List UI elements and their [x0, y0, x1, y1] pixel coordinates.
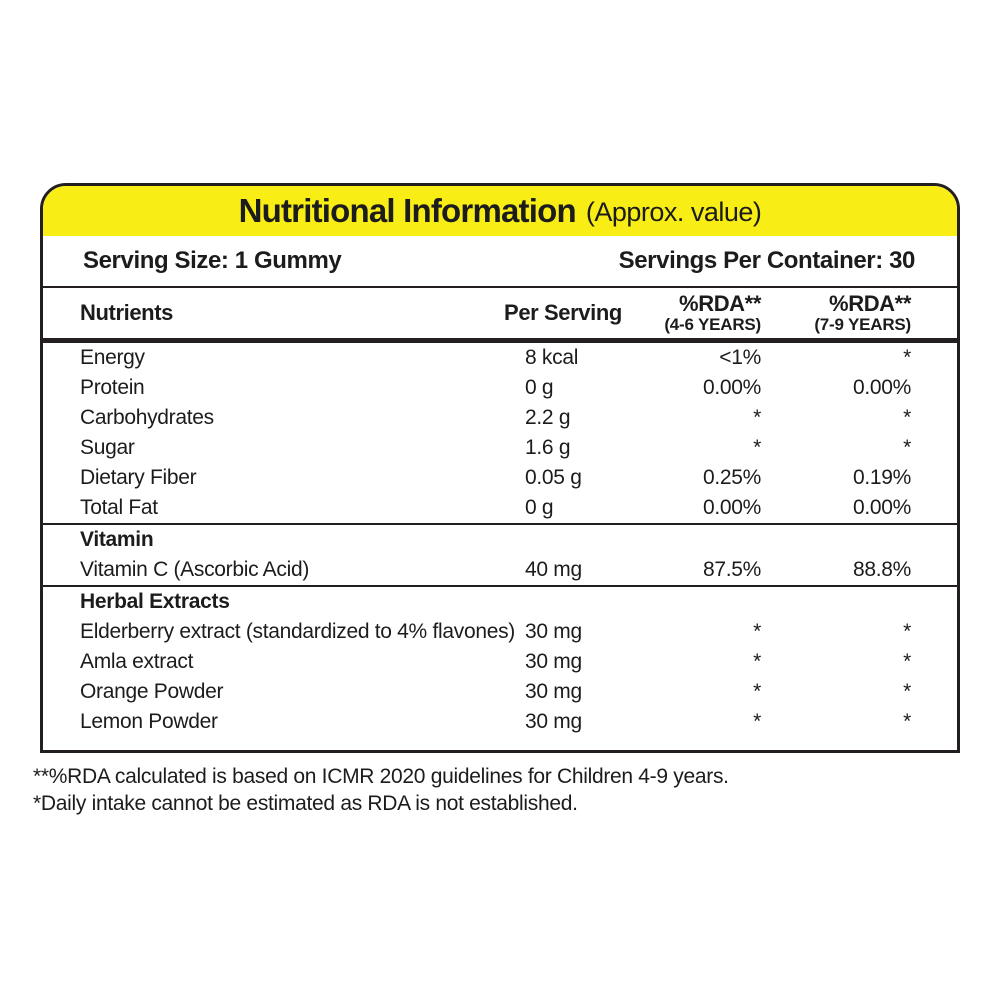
section-heading-label: Herbal Extracts	[80, 590, 230, 613]
cell-per-serving: 30 mg	[525, 680, 582, 703]
cell-rda-7-9: 0.00%	[852, 376, 911, 399]
cell-per-serving: 0 g	[525, 376, 554, 399]
cell-rda-7-9: *	[903, 436, 911, 459]
section-heading-herbal-extracts: Herbal Extracts	[43, 587, 957, 617]
cell-rda-7-9: *	[903, 346, 911, 369]
cell-rda-4-6: *	[753, 406, 761, 429]
cell-rda-4-6: *	[753, 436, 761, 459]
cell-nutrient: Dietary Fiber	[80, 466, 197, 489]
table-row-sugar: Sugar 1.6 g * *	[43, 433, 957, 463]
cell-nutrient: Sugar	[80, 436, 135, 459]
column-header-rda-7-9-main: %RDA**	[829, 291, 911, 316]
cell-rda-4-6: <1%	[719, 346, 761, 369]
table-row-vitamin-c: Vitamin C (Ascorbic Acid) 40 mg 87.5% 88…	[43, 555, 957, 585]
column-header-rda-7-9: %RDA** (7-9 YEARS)	[765, 292, 917, 334]
table-row-dietary-fiber: Dietary Fiber 0.05 g 0.25% 0.19%	[43, 463, 957, 493]
cell-nutrient: Vitamin C (Ascorbic Acid)	[80, 558, 310, 581]
serving-row: Serving Size: 1 Gummy Servings Per Conta…	[43, 236, 957, 286]
cell-rda-7-9: 0.00%	[852, 496, 911, 519]
panel-title: Nutritional Information	[238, 192, 577, 229]
column-header-per-serving: Per Serving	[504, 300, 622, 325]
cell-rda-4-6: *	[753, 620, 761, 643]
table-row-orange-powder: Orange Powder 30 mg * *	[43, 677, 957, 707]
section-heading-vitamin: Vitamin	[43, 525, 957, 555]
table-row-protein: Protein 0 g 0.00% 0.00%	[43, 373, 957, 403]
cell-rda-7-9: *	[903, 620, 911, 643]
table-header-row: Nutrients Per Serving %RDA** (4-6 YEARS)…	[43, 288, 957, 338]
cell-rda-7-9: *	[903, 406, 911, 429]
cell-per-serving: 2.2 g	[525, 406, 571, 429]
cell-rda-7-9: *	[903, 680, 911, 703]
cell-rda-4-6: 0.00%	[702, 376, 761, 399]
column-header-rda-7-9-sub: (7-9 YEARS)	[814, 315, 911, 334]
cell-rda-4-6: *	[753, 680, 761, 703]
cell-per-serving: 8 kcal	[525, 346, 579, 369]
table-row-total-fat: Total Fat 0 g 0.00% 0.00%	[43, 493, 957, 523]
column-header-rda-4-6: %RDA** (4-6 YEARS)	[643, 292, 765, 334]
cell-rda-4-6: *	[753, 710, 761, 733]
divider-above-herbal-section	[43, 585, 957, 587]
cell-nutrient: Total Fat	[80, 496, 158, 519]
cell-per-serving: 40 mg	[525, 558, 582, 581]
table-row-elderberry-extract: Elderberry extract (standardized to 4% f…	[43, 617, 957, 647]
cell-rda-4-6: 0.25%	[702, 466, 761, 489]
cell-nutrient: Carbohydrates	[80, 406, 214, 429]
column-header-rda-4-6-main: %RDA**	[679, 291, 761, 316]
cell-per-serving: 0.05 g	[525, 466, 582, 489]
panel-title-banner: Nutritional Information (Approx. value)	[43, 186, 957, 236]
panel-subtitle: (Approx. value)	[585, 196, 762, 227]
footnotes: **%RDA calculated is based on ICMR 2020 …	[33, 763, 729, 817]
cell-per-serving: 30 mg	[525, 650, 582, 673]
cell-nutrient: Lemon Powder	[80, 710, 218, 733]
column-header-rda-4-6-sub: (4-6 YEARS)	[664, 315, 761, 334]
cell-rda-4-6: *	[753, 650, 761, 673]
column-header-nutrients: Nutrients	[80, 300, 173, 325]
cell-nutrient: Energy	[80, 346, 145, 369]
table-row-energy: Energy 8 kcal <1% *	[43, 343, 957, 373]
cell-per-serving: 30 mg	[525, 620, 582, 643]
cell-nutrient: Protein	[80, 376, 145, 399]
divider-under-table-header	[43, 338, 957, 343]
nutrition-panel: Nutritional Information (Approx. value) …	[40, 183, 960, 753]
cell-rda-7-9: 88.8%	[852, 558, 911, 581]
footnote-rda: **%RDA calculated is based on ICMR 2020 …	[33, 765, 729, 788]
cell-nutrient: Amla extract	[80, 650, 194, 673]
footnote-daily-intake: *Daily intake cannot be estimated as RDA…	[33, 792, 578, 815]
table-row-lemon-powder: Lemon Powder 30 mg * *	[43, 707, 957, 737]
cell-rda-4-6: 0.00%	[702, 496, 761, 519]
cell-rda-7-9: *	[903, 650, 911, 673]
cell-rda-7-9: 0.19%	[852, 466, 911, 489]
section-heading-label: Vitamin	[80, 528, 154, 551]
cell-per-serving: 30 mg	[525, 710, 582, 733]
cell-per-serving: 1.6 g	[525, 436, 571, 459]
servings-per-container-label: Servings Per Container: 30	[618, 247, 916, 274]
cell-nutrient: Elderberry extract (standardized to 4% f…	[80, 620, 515, 643]
cell-nutrient: Orange Powder	[80, 680, 224, 703]
cell-rda-7-9: *	[903, 710, 911, 733]
table-row-amla-extract: Amla extract 30 mg * *	[43, 647, 957, 677]
cell-rda-4-6: 87.5%	[702, 558, 761, 581]
divider-above-vitamin-section	[43, 523, 957, 525]
serving-size-label: Serving Size: 1 Gummy	[83, 247, 342, 274]
table-row-carbohydrates: Carbohydrates 2.2 g * *	[43, 403, 957, 433]
cell-per-serving: 0 g	[525, 496, 554, 519]
divider-under-serving	[43, 286, 957, 288]
